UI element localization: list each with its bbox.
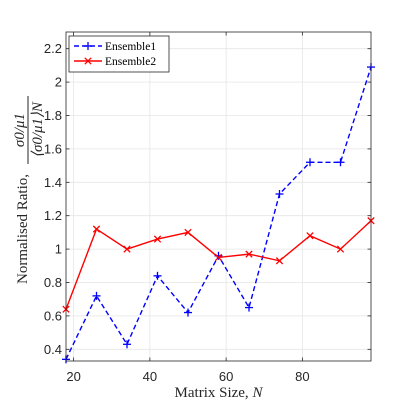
data-point — [214, 253, 223, 262]
data-point — [184, 308, 192, 317]
data-point — [184, 228, 192, 237]
y-tick-label: 1.2 — [44, 208, 62, 223]
data-point — [92, 225, 101, 233]
plot-frame — [65, 31, 372, 362]
x-marker-b — [184, 228, 192, 237]
x-marker-b — [245, 250, 253, 258]
ticks: 20 40 60 80 0.4 0.6 0.8 1 1.2 1.4 1.6 1.8 2 2.2 — [44, 32, 371, 384]
data-point — [275, 257, 284, 265]
y-tick-label: 2 — [55, 75, 62, 90]
x-marker-b — [84, 57, 92, 65]
series-group — [62, 63, 375, 364]
y-tick-label: 1.8 — [44, 108, 62, 123]
x-marker-b — [306, 232, 314, 240]
y-axis-label: Normalised Ratio, σ0/μ1 ⟨σ0/μ1⟩N — [12, 96, 46, 284]
y-tick-label: 1.4 — [44, 175, 62, 190]
x-marker-b — [153, 235, 162, 243]
data-point — [245, 303, 253, 312]
y-axis-label-prefix: Normalised Ratio, — [15, 174, 31, 284]
plot-area — [66, 32, 371, 361]
data-point — [336, 158, 345, 167]
data-point — [245, 250, 253, 258]
series-ensemble1 — [62, 63, 375, 364]
data-point — [153, 271, 162, 280]
x-tick-label: 60 — [219, 369, 233, 384]
x-marker-b — [336, 245, 345, 253]
y-tick-label: 1.6 — [44, 141, 62, 156]
data-point — [336, 245, 345, 253]
data-point — [123, 340, 131, 349]
data-point — [92, 291, 101, 300]
legend-label: Ensemble1 — [105, 41, 156, 53]
y-tick-label: 0.6 — [44, 308, 62, 323]
y-tick-label: 0.4 — [44, 342, 62, 357]
data-point — [306, 232, 314, 240]
x-marker-b — [275, 257, 284, 265]
data-point — [275, 189, 284, 198]
y-tick-label: 0.8 — [44, 275, 62, 290]
data-point — [153, 235, 162, 243]
data-point — [306, 158, 314, 167]
grid — [66, 32, 371, 361]
x-axis-label-symbol: N — [251, 385, 263, 401]
legend-label: Ensemble2 — [105, 56, 156, 68]
legend-box — [68, 35, 170, 73]
y-axis-label-numerator: σ0/μ1 — [12, 113, 28, 147]
y-tick-label: 1 — [55, 242, 62, 257]
x-marker-b — [214, 253, 223, 262]
legend-item: Ensemble1 — [74, 41, 156, 53]
y-tick-label: 2.2 — [44, 41, 62, 56]
x-axis-label-text: Matrix Size, — [175, 385, 253, 401]
x-tick-label: 40 — [143, 369, 157, 384]
data-point — [123, 245, 131, 253]
x-axis-label: Matrix Size, N — [175, 385, 264, 401]
x-marker-b — [92, 225, 101, 233]
x-tick-label: 80 — [295, 369, 309, 384]
legend-item: Ensemble2 — [74, 56, 156, 68]
x-tick-label: 20 — [66, 369, 80, 384]
legend: Ensemble1 Ensemble2 — [68, 35, 170, 73]
series-ensemble2 — [62, 217, 375, 313]
y-axis-label-denominator: ⟨σ0/μ1⟩N — [30, 101, 46, 158]
x-marker-b — [123, 245, 131, 253]
